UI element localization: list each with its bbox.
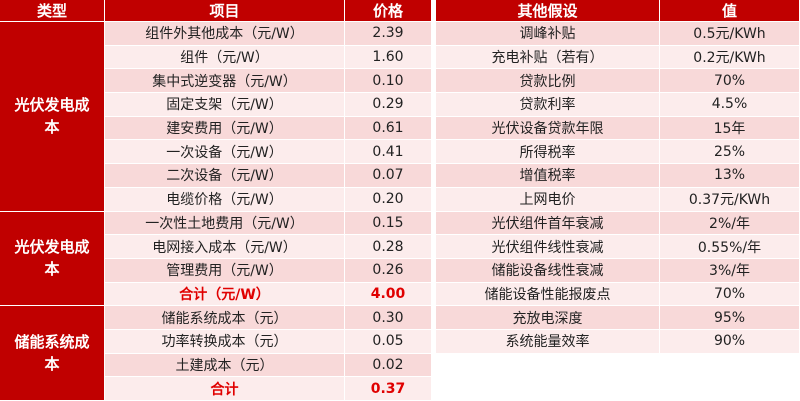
price-cell: 0.20 — [345, 187, 432, 212]
value-cell: 90% — [660, 329, 800, 354]
value-cell: 3%/年 — [660, 258, 800, 283]
item-cell: 功率转换成本（元） — [105, 329, 345, 354]
item-cell: 组件外其他成本（元/W） — [105, 22, 345, 46]
assumption-cell: 光伏组件线性衰减 — [436, 235, 660, 259]
assumption-cell: 所得税率 — [436, 140, 660, 165]
assumption-cell: 储能设备线性衰减 — [436, 258, 660, 283]
value-cell: 2%/年 — [660, 211, 800, 236]
value-cell: 4.5% — [660, 93, 800, 117]
header-cell: 值 — [660, 0, 800, 22]
price-cell: 0.37 — [345, 377, 432, 401]
item-cell: 管理费用（元/W） — [105, 258, 345, 283]
assumption-cell: 系统能量效率 — [436, 329, 660, 354]
category-cell: 储能系统成本 — [0, 306, 105, 401]
assumption-cell: 储能设备性能报废点 — [436, 282, 660, 307]
item-cell: 一次性土地费用（元/W） — [105, 211, 345, 236]
category-cell: 光伏发电成本 — [0, 22, 105, 212]
item-cell: 合计（元/W） — [105, 282, 345, 307]
price-cell: 4.00 — [345, 282, 432, 307]
assumption-cell: 调峰补贴 — [436, 22, 660, 46]
item-cell: 合计 — [105, 377, 345, 401]
assumption-cell: 充电补贴（若有） — [436, 45, 660, 70]
price-cell: 0.10 — [345, 69, 432, 94]
assumption-cell: 光伏设备贷款年限 — [436, 116, 660, 141]
value-cell: 0.55%/年 — [660, 235, 800, 259]
value-cell: 95% — [660, 306, 800, 330]
price-cell: 0.15 — [345, 211, 432, 236]
assumption-cell: 贷款比例 — [436, 69, 660, 94]
value-cell: 25% — [660, 140, 800, 165]
header-cell: 项目 — [105, 0, 345, 22]
value-cell: 70% — [660, 282, 800, 307]
item-cell: 一次设备（元/W） — [105, 140, 345, 165]
assumption-cell: 增值税率 — [436, 164, 660, 188]
item-cell: 二次设备（元/W） — [105, 164, 345, 188]
price-cell: 0.07 — [345, 164, 432, 188]
price-cell: 0.41 — [345, 140, 432, 165]
assumption-cell: 光伏组件首年衰减 — [436, 211, 660, 236]
price-cell: 0.26 — [345, 258, 432, 283]
value-cell: 13% — [660, 164, 800, 188]
item-cell: 固定支架（元/W） — [105, 93, 345, 117]
price-cell: 1.60 — [345, 45, 432, 70]
price-cell: 0.28 — [345, 235, 432, 259]
header-cell: 价格 — [345, 0, 432, 22]
price-cell: 0.29 — [345, 93, 432, 117]
value-cell: 0.5元/KWh — [660, 22, 800, 46]
value-cell: 0.37元/KWh — [660, 187, 800, 212]
value-cell: 70% — [660, 69, 800, 94]
item-cell: 土建成本（元） — [105, 353, 345, 378]
item-cell: 储能系统成本（元） — [105, 306, 345, 330]
assumption-cell: 上网电价 — [436, 187, 660, 212]
assumption-cell: 充放电深度 — [436, 306, 660, 330]
price-cell: 0.05 — [345, 329, 432, 354]
item-cell: 电网接入成本（元/W） — [105, 235, 345, 259]
price-cell: 0.30 — [345, 306, 432, 330]
header-cell: 其他假设 — [436, 0, 660, 22]
item-cell: 建安费用（元/W） — [105, 116, 345, 141]
item-cell: 组件（元/W） — [105, 45, 345, 70]
item-cell: 集中式逆变器（元/W） — [105, 69, 345, 94]
price-cell: 0.02 — [345, 353, 432, 378]
value-cell: 15年 — [660, 116, 800, 141]
assumption-cell: 贷款利率 — [436, 93, 660, 117]
price-cell: 0.61 — [345, 116, 432, 141]
category-cell: 光伏发电成本 — [0, 211, 105, 307]
header-cell: 类型 — [0, 0, 105, 22]
value-cell: 0.2元/KWh — [660, 45, 800, 70]
price-cell: 2.39 — [345, 22, 432, 46]
item-cell: 电缆价格（元/W） — [105, 187, 345, 212]
